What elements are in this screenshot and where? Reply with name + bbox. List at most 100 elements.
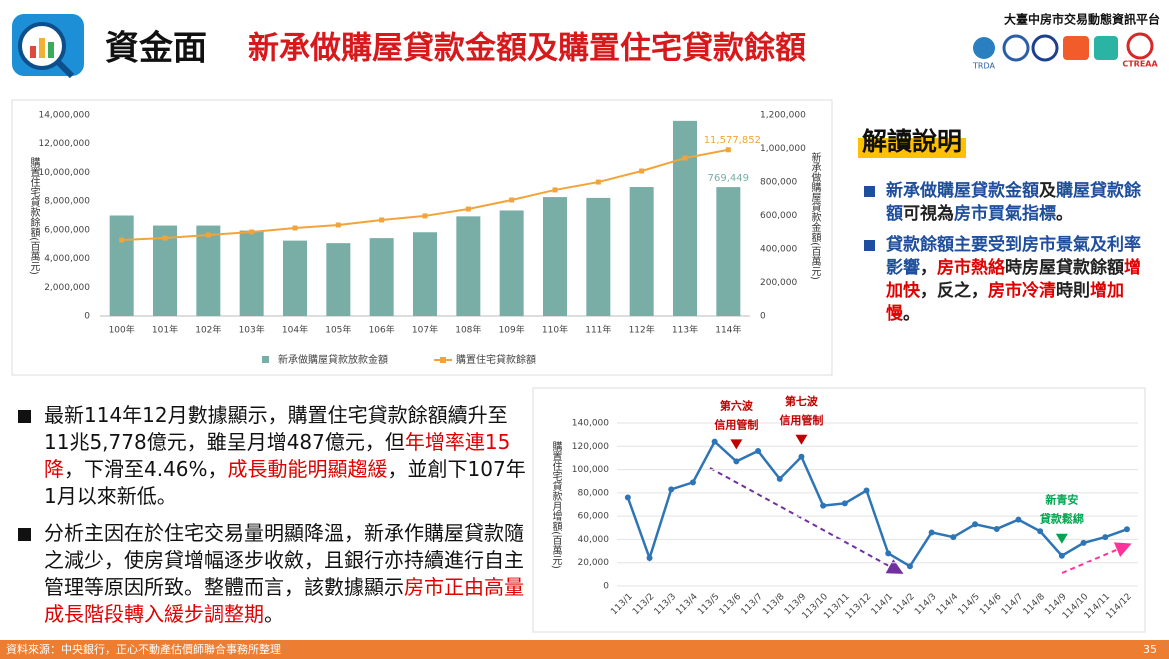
line-marker — [162, 235, 168, 241]
text-run: 增加快 — [886, 258, 1141, 301]
slide-graphics: 資金面 新承做購屋貸款金額及購置住宅貸款餘額 大臺中房市交易動態資訊平台 TRD… — [11, 12, 1160, 633]
line-marker — [552, 187, 558, 193]
line-marker — [1123, 526, 1130, 533]
x-tick-label: 114年 — [715, 324, 741, 336]
bar — [716, 187, 741, 316]
x-tick-label: 112年 — [629, 324, 655, 336]
y-tick-label: 4,000,000 — [44, 254, 90, 264]
y2-tick-label: 1,000,000 — [760, 144, 806, 154]
text-run: 時則 — [1056, 281, 1090, 301]
line-marker — [379, 217, 385, 223]
text-run: 。 — [1056, 204, 1073, 224]
line-marker — [1058, 552, 1065, 559]
legend-swatch — [440, 357, 446, 363]
source-note: 資料來源：中央銀行，正心不動產估價師聯合事務所整理 — [6, 643, 281, 656]
line-marker — [885, 550, 892, 557]
line-marker — [292, 225, 298, 231]
bar — [543, 197, 567, 316]
x-tick-label: 104年 — [282, 324, 308, 336]
line-marker — [711, 438, 718, 445]
text-run: 最新114年12月數據顯示，購置住宅貸款餘額續升至11兆5,778億元，雖呈月增… — [44, 403, 508, 454]
y-tick-label: 12,000,000 — [38, 139, 90, 149]
bar — [196, 225, 221, 316]
y-tick-label: 60,000 — [578, 512, 610, 522]
line-marker — [465, 206, 471, 212]
x-tick-label: 106年 — [369, 324, 395, 336]
line-marker — [950, 534, 957, 541]
y2-tick-label: 600,000 — [760, 211, 797, 221]
line-marker — [682, 155, 688, 161]
text-run: 時房屋貸款餘額 — [1005, 258, 1124, 278]
logo-label: CTREAA — [1122, 60, 1158, 69]
bar — [413, 232, 437, 316]
x-tick-label: 100年 — [109, 324, 135, 336]
y-tick-label: 10,000,000 — [38, 168, 90, 178]
text-run: ，下滑至4.46%， — [64, 457, 228, 481]
y-tick-label: 0 — [84, 312, 90, 322]
line-marker — [646, 555, 653, 562]
line-marker — [725, 147, 731, 153]
platform-name: 大臺中房市交易動態資訊平台 — [1004, 12, 1160, 27]
annotation-text: 第七波 — [785, 394, 819, 408]
bar — [153, 225, 177, 316]
legend-label: 新承做購屋貸款放款金額 — [278, 353, 388, 366]
x-tick-label: 105年 — [325, 324, 351, 336]
bar — [109, 215, 134, 316]
y-tick-label: 100,000 — [572, 465, 609, 475]
line-marker — [928, 529, 935, 536]
footer: 資料來源：中央銀行，正心不動產估價師聯合事務所整理 35 — [0, 640, 1169, 659]
bar — [456, 216, 481, 316]
text-run: 房市冷清 — [988, 281, 1056, 301]
logo-icon — [12, 14, 84, 79]
line-marker — [776, 475, 783, 482]
line-marker — [755, 447, 762, 454]
annotation-text: 信用管制 — [779, 413, 823, 427]
x-tick-label: 110年 — [542, 324, 568, 336]
text-run: ，反之， — [920, 281, 988, 301]
annotation-text: 新青安 — [1045, 493, 1078, 507]
line-marker — [1037, 528, 1044, 535]
y-tick-label: 80,000 — [578, 488, 610, 498]
x-tick-label: 113年 — [672, 324, 698, 336]
annotation-text: 第六波 — [720, 398, 754, 412]
y-tick-label: 20,000 — [578, 558, 610, 568]
y-tick-label: 6,000,000 — [44, 225, 90, 235]
annotation-marker — [795, 434, 808, 445]
x-tick-label: 109年 — [499, 324, 525, 336]
y2-tick-label: 0 — [760, 312, 766, 322]
y2-tick-label: 800,000 — [760, 178, 797, 188]
line-marker — [733, 458, 740, 465]
bullet: 最新114年12月數據顯示，購置住宅貸款餘額續升至11兆5,778億元，雖呈月增… — [18, 402, 528, 510]
y-tick-label: 0 — [603, 582, 609, 592]
bar — [326, 243, 351, 316]
data-label: 769,449 — [708, 173, 749, 184]
bar — [673, 120, 697, 316]
line-marker — [422, 213, 428, 219]
line-marker — [249, 229, 255, 235]
y-tick-label: 14,000,000 — [38, 111, 90, 121]
text-run: 成長動能明顯趨緩 — [227, 457, 388, 481]
text-run: ， — [920, 258, 937, 278]
annotation-text: 貸款鬆綁 — [1039, 512, 1084, 526]
annotation-marker — [730, 439, 743, 450]
line-marker — [841, 500, 848, 507]
line-marker — [509, 197, 515, 203]
line-marker — [119, 237, 125, 243]
line-marker — [595, 179, 601, 185]
bar — [369, 238, 394, 316]
line-marker — [335, 222, 341, 228]
y-tick-label: 2,000,000 — [44, 283, 90, 293]
text-run: 新承做購屋貸款金額 — [886, 181, 1039, 201]
line — [626, 439, 1128, 568]
annotation-text: 信用管制 — [714, 417, 758, 431]
slide-title: 新承做購屋貸款金額及購置住宅貸款餘額 — [248, 31, 806, 67]
x-tick-label: 102年 — [195, 324, 221, 336]
text-run: 年增率連15降 — [44, 430, 511, 481]
bullet: 新承做購屋貸款金額及購屋貸款餘額可視為房市買氣指標。 — [864, 180, 1154, 226]
line-marker — [205, 232, 211, 238]
section-title: 資金面 — [105, 29, 207, 69]
chart-frame — [532, 387, 1146, 633]
text-run: 房市熱絡 — [937, 258, 1005, 278]
y2-axis-title: 新承做購屋貸款金額(百萬元) — [809, 151, 821, 280]
